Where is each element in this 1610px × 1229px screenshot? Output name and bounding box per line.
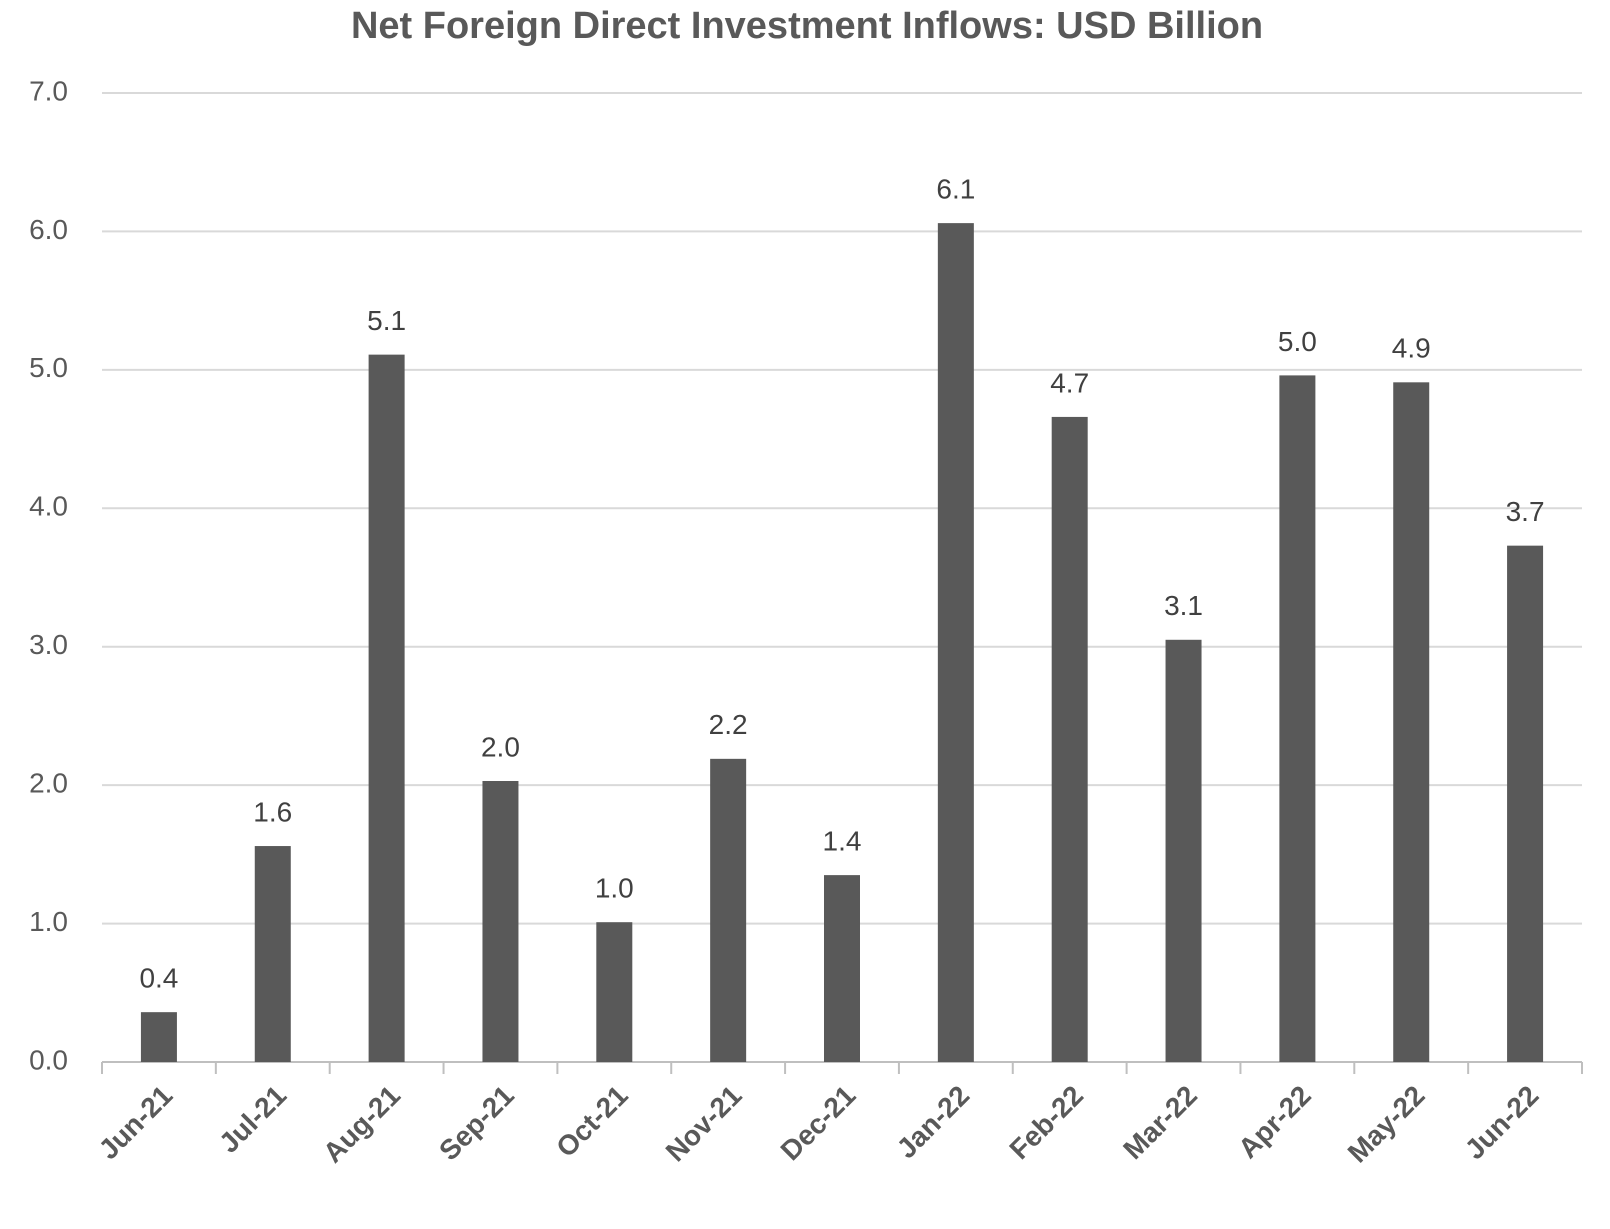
x-tick-label: Feb-22	[1003, 1080, 1089, 1166]
x-tick-label: Sep-21	[433, 1080, 520, 1167]
bar	[1507, 545, 1544, 1062]
x-tick-label: May-22	[1342, 1080, 1431, 1169]
x-tick-label: Aug-21	[317, 1080, 406, 1169]
bar	[368, 354, 405, 1062]
x-tick-label: Mar-22	[1117, 1080, 1203, 1166]
data-label: 3.1	[1164, 590, 1203, 621]
bar	[937, 223, 974, 1062]
data-label: 5.1	[367, 305, 406, 336]
x-tick-label: Oct-21	[550, 1080, 634, 1164]
x-tick-label: Jun-21	[93, 1080, 179, 1166]
data-label: 1.0	[595, 873, 634, 904]
bar	[596, 922, 633, 1062]
x-tick-label: Jun-22	[1459, 1080, 1545, 1166]
data-label: 3.7	[1506, 496, 1545, 527]
data-label: 1.6	[253, 796, 292, 827]
bar	[482, 780, 519, 1062]
x-tick-label: Jan-22	[891, 1080, 976, 1165]
data-label: 5.0	[1278, 326, 1317, 357]
y-tick-label: 6.0	[29, 214, 68, 245]
data-label: 6.1	[936, 174, 975, 205]
bar	[1393, 382, 1430, 1063]
bar	[140, 1012, 177, 1062]
y-tick-label: 7.0	[29, 75, 68, 106]
data-label: 2.2	[709, 709, 748, 740]
y-tick-label: 1.0	[29, 906, 68, 937]
x-tick-label: Dec-21	[775, 1080, 862, 1167]
y-tick-label: 4.0	[29, 491, 68, 522]
bar	[824, 875, 860, 1062]
chart-title: Net Foreign Direct Investment Inflows: U…	[351, 5, 1263, 47]
y-tick-label: 0.0	[29, 1044, 68, 1075]
data-label: 0.4	[139, 963, 178, 994]
x-tick-label: Apr-22	[1232, 1080, 1317, 1165]
bar	[254, 846, 291, 1062]
data-label: 4.9	[1392, 333, 1431, 364]
bar	[1051, 416, 1088, 1062]
data-label: 4.7	[1050, 367, 1089, 398]
bar	[710, 758, 747, 1062]
x-tick-label: Nov-21	[660, 1080, 748, 1168]
bar	[1165, 639, 1202, 1062]
x-tick-label: Jul-21	[213, 1080, 292, 1159]
y-tick-label: 2.0	[29, 768, 68, 799]
data-label: 1.4	[823, 826, 862, 857]
y-tick-label: 5.0	[29, 352, 68, 383]
y-tick-label: 3.0	[29, 629, 68, 660]
bar	[1279, 375, 1316, 1062]
data-label: 2.0	[481, 731, 520, 762]
